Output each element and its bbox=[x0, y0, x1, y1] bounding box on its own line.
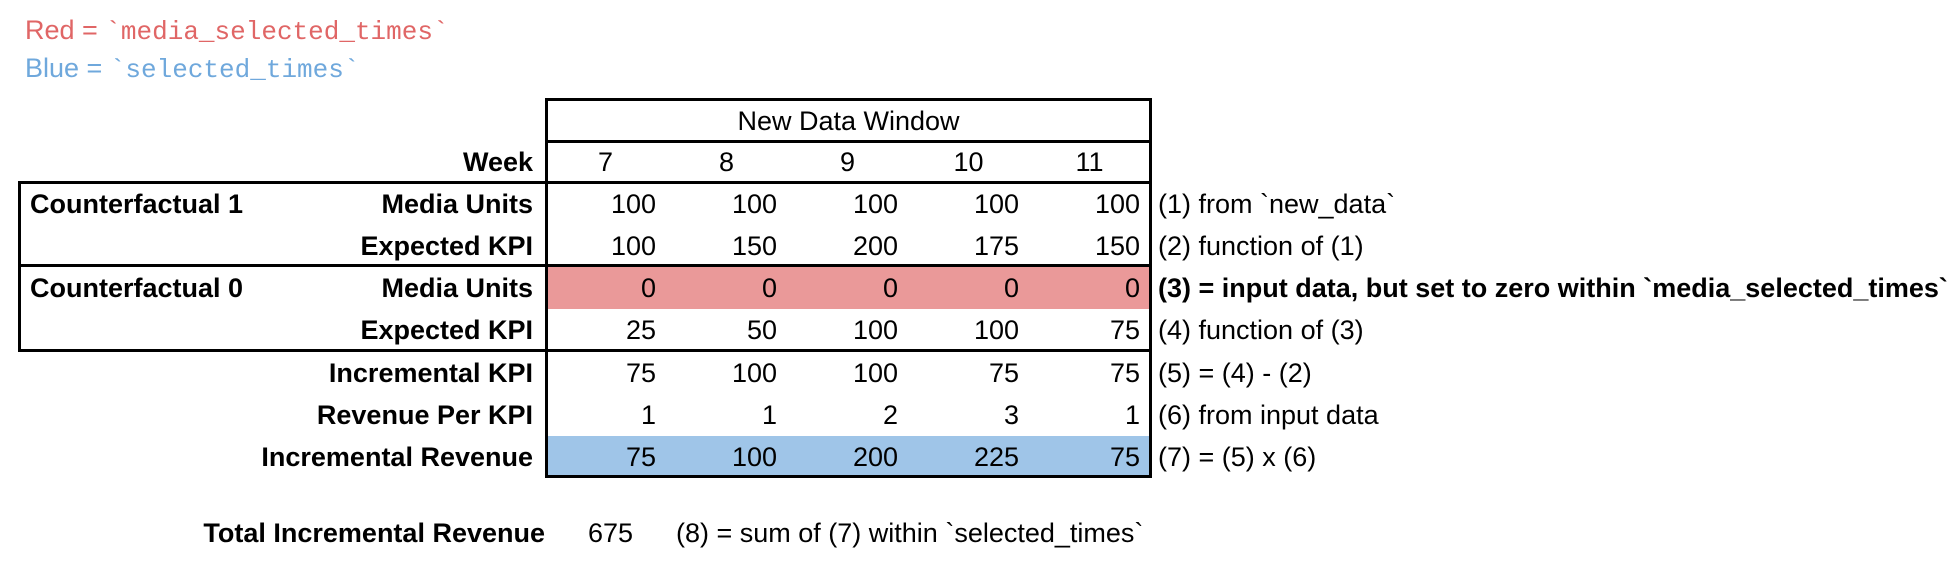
left-box-border bbox=[18, 181, 21, 352]
value-cell: 100 bbox=[1094, 189, 1140, 219]
legend-red-code: `media_selected_times` bbox=[105, 17, 449, 47]
legend-blue-line: Blue = `selected_times` bbox=[25, 50, 359, 86]
value-cell: 1 bbox=[640, 400, 656, 430]
annotation-4: (4) function of (3) bbox=[1158, 315, 1364, 345]
value-cell: 100 bbox=[731, 189, 777, 219]
table-row-incremental-revenue: Incremental Revenue 75 100 200 225 75 (7… bbox=[0, 436, 1960, 478]
row-label: Incremental Revenue bbox=[261, 442, 533, 472]
value-cell: 100 bbox=[852, 315, 898, 345]
table-row-cf1-expected-kpi: Expected KPI 100 150 200 175 150 (2) fun… bbox=[0, 225, 1960, 267]
value-cell: 50 bbox=[746, 315, 777, 345]
annotation-8: (8) = sum of (7) within `selected_times` bbox=[676, 518, 1144, 548]
row-label: Media Units bbox=[381, 189, 533, 219]
legend-blue-code: `selected_times` bbox=[109, 55, 360, 85]
value-cell: 100 bbox=[852, 189, 898, 219]
value-cell: 100 bbox=[973, 315, 1019, 345]
annotation-6: (6) from input data bbox=[1158, 400, 1379, 430]
annotation-5: (5) = (4) - (2) bbox=[1158, 358, 1312, 388]
table-border-bottom bbox=[545, 475, 1152, 478]
legend-red-prefix: Red = bbox=[25, 15, 106, 45]
annotation-1: (1) from `new_data` bbox=[1158, 189, 1396, 219]
row-label: Expected KPI bbox=[360, 231, 533, 261]
value-cell: 0 bbox=[1124, 273, 1140, 303]
table-border-right bbox=[1149, 98, 1152, 478]
value-cell: 100 bbox=[852, 358, 898, 388]
table-header-new-data-window: New Data Window bbox=[737, 106, 960, 136]
value-cell: 75 bbox=[625, 442, 656, 472]
total-label: Total Incremental Revenue bbox=[203, 518, 545, 548]
value-cell: 75 bbox=[1109, 315, 1140, 345]
week-value: 7 bbox=[597, 147, 614, 177]
table-border-cf1-cf0 bbox=[18, 264, 1152, 267]
row-label: Expected KPI bbox=[360, 315, 533, 345]
value-cell: 100 bbox=[973, 189, 1019, 219]
legend-blue-prefix: Blue = bbox=[25, 53, 110, 83]
value-cell: 0 bbox=[640, 273, 656, 303]
value-cell: 175 bbox=[973, 231, 1019, 261]
table-border-cf0-bottom bbox=[18, 349, 1152, 352]
row-label: Incremental KPI bbox=[328, 358, 533, 388]
media-selected-times-highlight bbox=[548, 267, 1149, 309]
group-label-counterfactual-0: Counterfactual 0 bbox=[30, 273, 244, 303]
table-row-incremental-kpi: Incremental KPI 75 100 100 75 75 (5) = (… bbox=[0, 352, 1960, 394]
table-row-cf1-media-units: Counterfactual 1 Media Units 100 100 100… bbox=[0, 183, 1960, 225]
table-border-left bbox=[545, 98, 548, 478]
value-cell: 100 bbox=[731, 442, 777, 472]
week-value: 8 bbox=[718, 147, 735, 177]
annotation-2: (2) function of (1) bbox=[1158, 231, 1364, 261]
total-value: 675 bbox=[587, 518, 633, 548]
annotation-3: (3) = input data, but set to zero within… bbox=[1158, 273, 1948, 303]
value-cell: 2 bbox=[882, 400, 898, 430]
value-cell: 1 bbox=[1124, 400, 1140, 430]
value-cell: 3 bbox=[1003, 400, 1019, 430]
table-border-top bbox=[545, 98, 1152, 101]
value-cell: 100 bbox=[610, 189, 656, 219]
row-label: Revenue Per KPI bbox=[316, 400, 533, 430]
value-cell: 75 bbox=[1109, 442, 1140, 472]
value-cell: 1 bbox=[761, 400, 777, 430]
table-row-revenue-per-kpi: Revenue Per KPI 1 1 2 3 1 (6) from input… bbox=[0, 394, 1960, 436]
value-cell: 150 bbox=[1094, 231, 1140, 261]
legend-red-line: Red = `media_selected_times` bbox=[25, 12, 449, 48]
value-cell: 200 bbox=[852, 231, 898, 261]
selected-times-highlight bbox=[548, 436, 1149, 478]
total-row: Total Incremental Revenue 675 (8) = sum … bbox=[0, 512, 1960, 554]
value-cell: 100 bbox=[731, 358, 777, 388]
week-value: 10 bbox=[953, 147, 984, 177]
table-row-cf0-expected-kpi: Expected KPI 25 50 100 100 75 (4) functi… bbox=[0, 309, 1960, 351]
table-border-under-week bbox=[18, 181, 1152, 184]
value-cell: 0 bbox=[761, 273, 777, 303]
row-label: Media Units bbox=[381, 273, 533, 303]
value-cell: 75 bbox=[625, 358, 656, 388]
value-cell: 100 bbox=[610, 231, 656, 261]
annotation-7: (7) = (5) x (6) bbox=[1158, 442, 1317, 472]
value-cell: 25 bbox=[625, 315, 656, 345]
value-cell: 0 bbox=[882, 273, 898, 303]
value-cell: 200 bbox=[852, 442, 898, 472]
value-cell: 225 bbox=[973, 442, 1019, 472]
week-value: 11 bbox=[1075, 147, 1104, 177]
week-row: Week 7 8 9 10 11 bbox=[0, 142, 1960, 182]
group-label-counterfactual-1: Counterfactual 1 bbox=[30, 189, 244, 219]
table-row-cf0-media-units: Counterfactual 0 Media Units 0 0 0 0 0 (… bbox=[0, 267, 1960, 309]
value-cell: 75 bbox=[988, 358, 1019, 388]
value-cell: 150 bbox=[731, 231, 777, 261]
value-cell: 75 bbox=[1109, 358, 1140, 388]
table-border-under-header bbox=[545, 140, 1152, 143]
week-row-label: Week bbox=[462, 147, 533, 177]
week-value: 9 bbox=[839, 147, 856, 177]
value-cell: 0 bbox=[1003, 273, 1019, 303]
